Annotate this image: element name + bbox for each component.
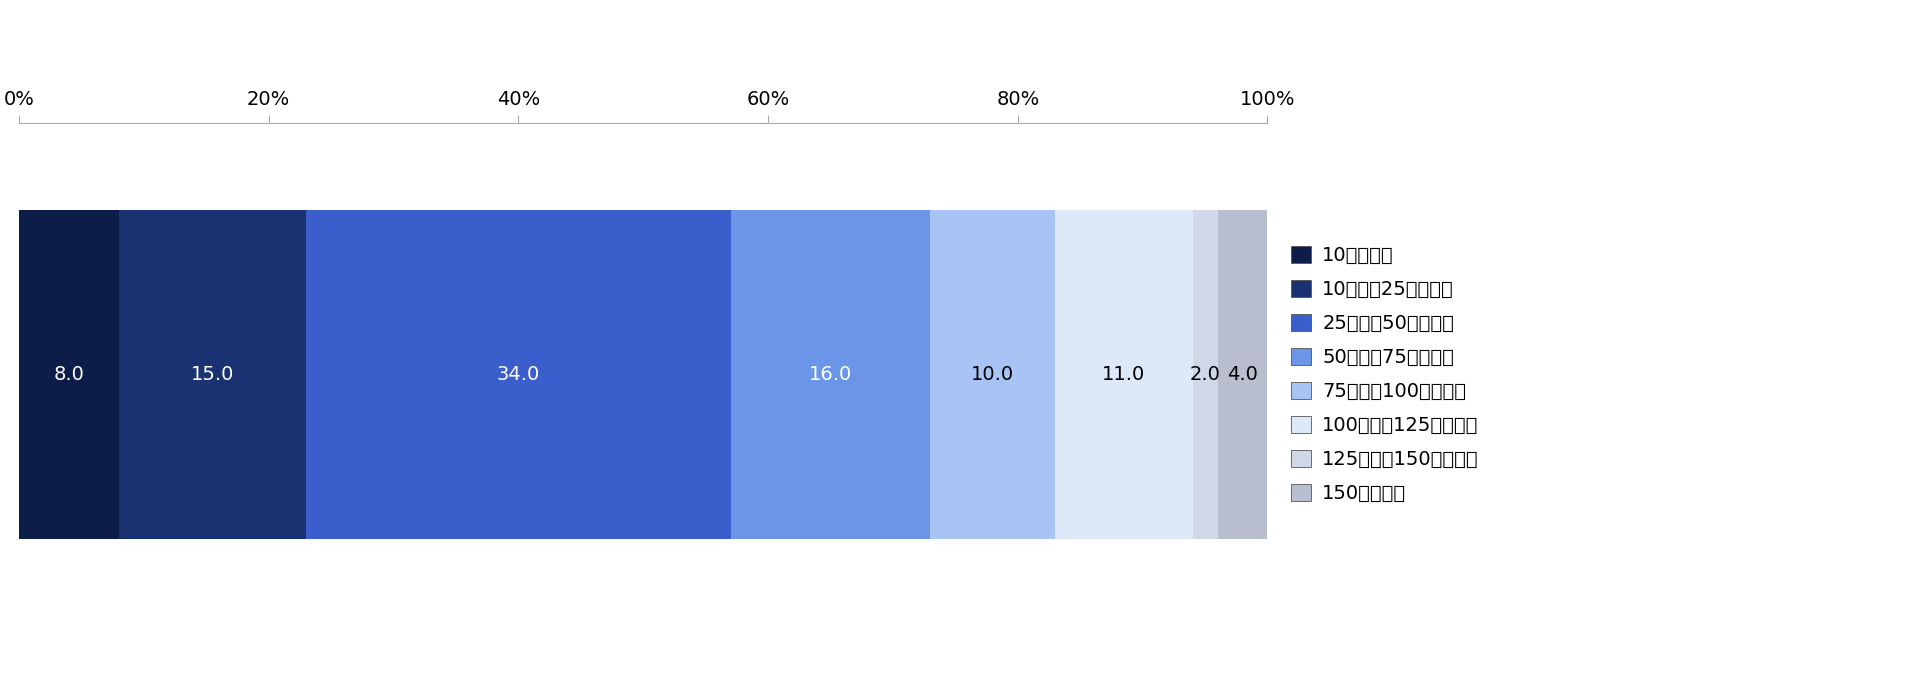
Bar [1217, 210, 1267, 539]
Bar [118, 210, 307, 539]
Text: 11.0: 11.0 [1101, 365, 1145, 384]
Text: 2.0: 2.0 [1189, 365, 1219, 384]
Text: 15.0: 15.0 [190, 365, 234, 384]
Bar [730, 210, 930, 539]
Bar [307, 210, 730, 539]
Text: 10.0: 10.0 [972, 365, 1013, 384]
Legend: 10万円未満, 10万円～25万円未満, 25万円～50万円未満, 50万円～75万円未満, 75万円～100万円未満, 100万円～125万円未満, 125万: 10万円未満, 10万円～25万円未満, 25万円～50万円未満, 50万円～7… [1282, 238, 1486, 511]
Text: 8.0: 8.0 [53, 365, 84, 384]
Bar [19, 210, 118, 539]
Text: 4.0: 4.0 [1227, 365, 1257, 384]
Bar [930, 210, 1055, 539]
Text: 34.0: 34.0 [497, 365, 539, 384]
Bar [1193, 210, 1217, 539]
Bar [1055, 210, 1193, 539]
Text: 16.0: 16.0 [808, 365, 852, 384]
